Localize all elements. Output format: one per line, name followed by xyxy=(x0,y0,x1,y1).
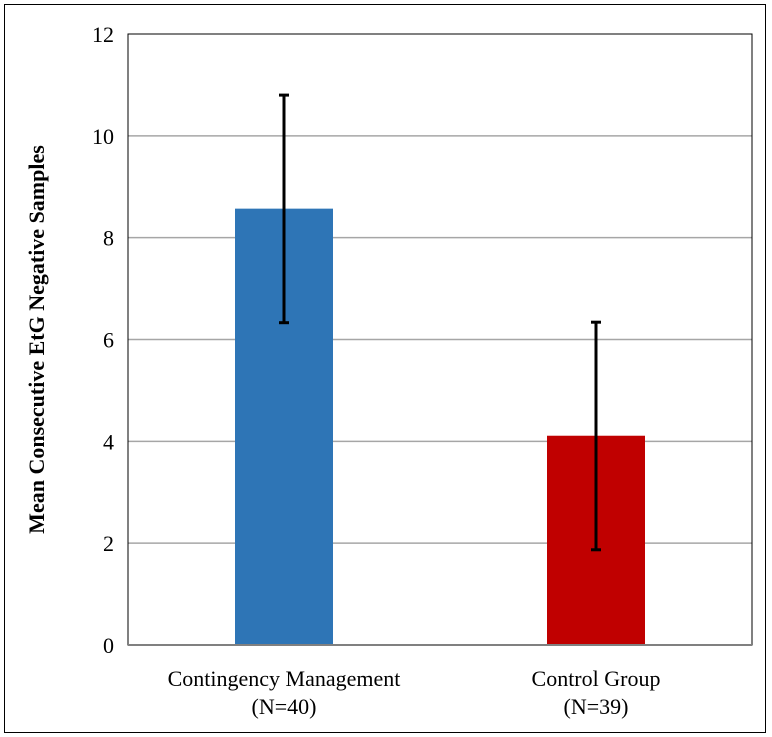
y-tick-label: 12 xyxy=(92,22,114,47)
y-tick-label: 4 xyxy=(103,429,114,454)
y-tick-label: 2 xyxy=(103,531,114,556)
x-category-sublabel: (N=39) xyxy=(564,694,629,719)
x-category-label: Contingency Management xyxy=(168,666,401,691)
y-tick-label: 10 xyxy=(92,124,114,149)
x-category-label: Control Group xyxy=(532,666,661,691)
gridlines xyxy=(128,135,752,544)
y-tick-label: 8 xyxy=(103,226,114,251)
y-tick-label: 6 xyxy=(103,328,114,353)
y-axis-title: Mean Consecutive EtG Negative Samples xyxy=(24,145,49,534)
labels: 0 2 4 6 8 10 12 Contingency Management (N=40) Con… xyxy=(92,22,660,719)
x-category-sublabel: (N=40) xyxy=(252,694,317,719)
error-bars xyxy=(279,93,601,552)
bars xyxy=(235,208,645,645)
y-tick-label: 0 xyxy=(103,633,114,658)
axes xyxy=(127,33,753,646)
